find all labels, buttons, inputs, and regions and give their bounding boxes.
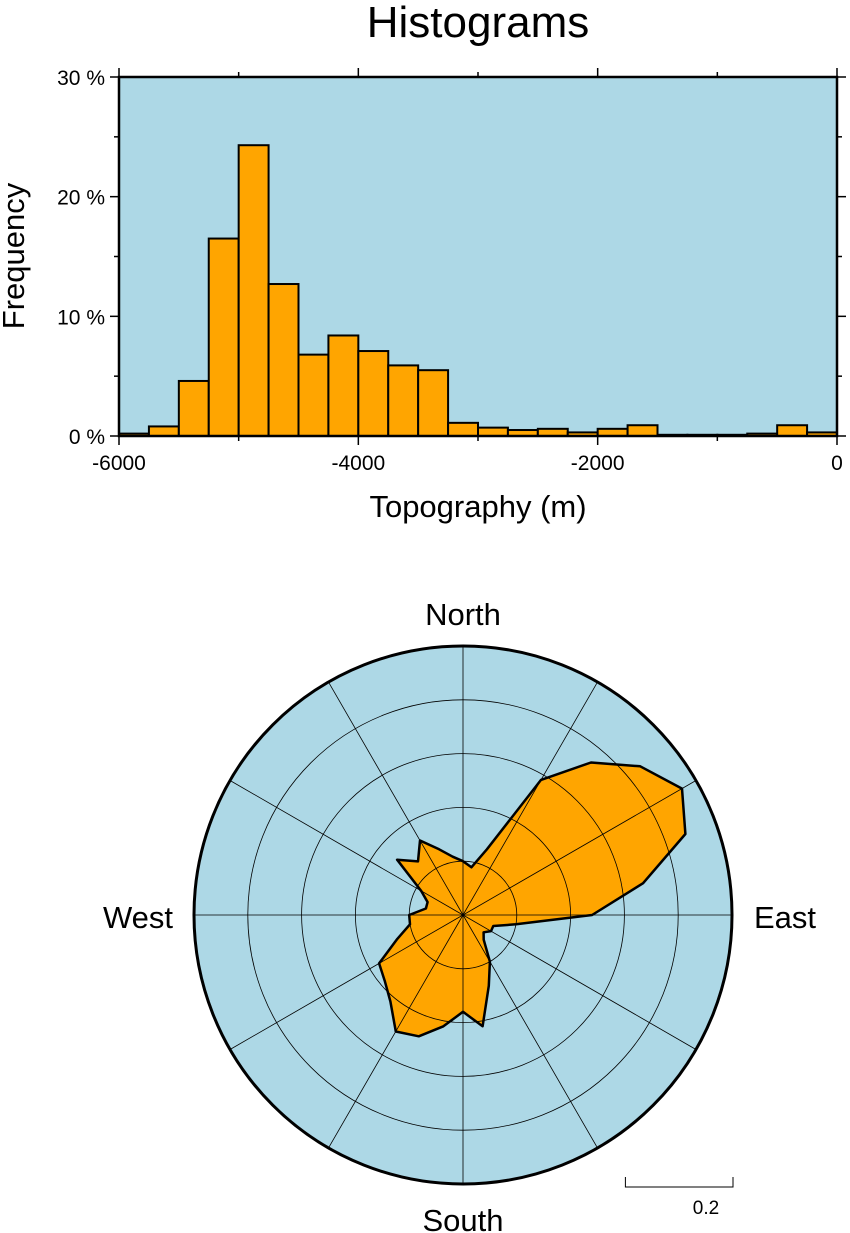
histogram-bar — [417, 369, 450, 437]
x-tick-label: -4000 — [331, 452, 385, 475]
rose-gridline-spoke — [229, 914, 464, 1050]
histogram-bar — [357, 350, 390, 437]
north-label: North — [425, 597, 501, 632]
histogram-bar — [237, 144, 270, 438]
histogram-bar — [177, 379, 210, 438]
rose-gridline-spoke — [328, 914, 464, 1149]
histogram-bar — [267, 283, 300, 438]
rose-outline — [192, 644, 734, 1186]
rose-gridline-spoke — [229, 780, 464, 916]
y-tick-label: 30 % — [57, 67, 105, 90]
histogram-bar — [207, 237, 240, 437]
y-tick-label: 20 % — [57, 187, 105, 210]
histogram-bar — [297, 353, 330, 438]
rose-gridline-spoke — [462, 914, 697, 1050]
y-axis-ticks: 0 % 10 % 20 % 30 % — [57, 67, 846, 449]
histogram-bar — [626, 424, 659, 438]
chart-title: Histograms — [367, 0, 590, 47]
radial-scale-label: 0.2 — [693, 1198, 719, 1219]
histogram-bar — [387, 364, 420, 437]
x-axis-label: Topography (m) — [369, 489, 586, 524]
histogram-bar — [447, 421, 480, 438]
x-tick-label: -2000 — [571, 452, 625, 475]
rose-diagram — [192, 644, 734, 1186]
x-axis-ticks: -6000 -4000 -2000 0 — [92, 68, 843, 475]
rose-gridline-spoke — [462, 780, 697, 916]
histogram-bar — [147, 425, 180, 437]
east-label: East — [754, 900, 816, 935]
y-tick-label: 0 % — [69, 426, 105, 449]
rose-gridline-spoke — [328, 681, 464, 916]
x-tick-label: 0 — [831, 452, 843, 475]
radial-scale-bar — [624, 1177, 734, 1188]
rose-gridline-spoke — [462, 681, 598, 916]
y-axis-label: Frequency — [0, 182, 31, 329]
histogram-bar — [327, 334, 360, 438]
south-label: South — [422, 1203, 503, 1233]
x-tick-label: -6000 — [92, 452, 146, 475]
rose-gridline-spoke — [462, 914, 598, 1149]
histogram-bars — [118, 144, 838, 438]
histogram-bar — [477, 426, 509, 437]
y-tick-label: 10 % — [57, 306, 105, 329]
histogram-bar — [776, 424, 809, 438]
radial-scale-bar-line — [624, 1177, 734, 1188]
west-label: West — [103, 900, 173, 935]
